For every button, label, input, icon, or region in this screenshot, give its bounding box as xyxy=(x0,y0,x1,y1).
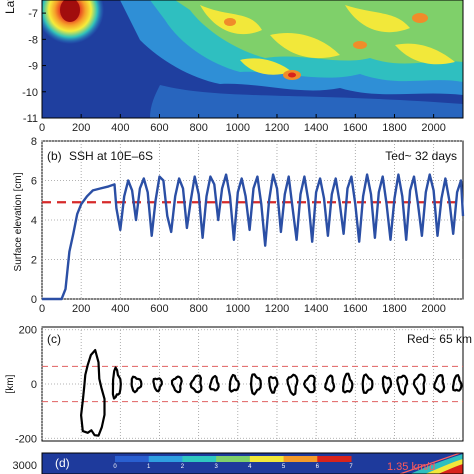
panel-c-ytick-label: 0 xyxy=(31,379,37,391)
panel-c-contour xyxy=(208,374,220,392)
panel-c-contour xyxy=(152,377,163,393)
panel-c-contour xyxy=(170,375,183,394)
panel-a-xtick-label: 1600 xyxy=(343,122,367,134)
panel-a-xtick-label: 200 xyxy=(72,122,90,134)
panel-a-xtick-label: 1800 xyxy=(382,122,406,134)
panel-a-ytick-label: -10 xyxy=(22,87,38,99)
panel-d-colorbar-tick-label: 3 xyxy=(214,464,218,470)
panel-c-contour xyxy=(361,373,374,394)
panel-b-ytick-label: 4 xyxy=(31,215,37,227)
panel-d-colorbar-segment xyxy=(148,456,183,462)
panel-c-contour xyxy=(111,366,122,400)
panel-b-xtick-label: 200 xyxy=(72,303,90,315)
panel-d-colorbar-tick-label: 0 xyxy=(113,464,117,470)
panel-b-x-ticks: 0 200 400 600 800 1000 1200 1400 1600 1800 2000 xyxy=(39,303,446,315)
panel-d: 0 1 2 3 4 5 6 7 (d) 1.35 km/d 3000 xyxy=(13,452,464,474)
panel-b-ytick-label: 2 xyxy=(31,255,37,267)
panel-c-contour xyxy=(303,374,316,394)
panel-c: 200 0 -200 (c) Red~ 65 km [km] xyxy=(5,325,472,446)
panel-b-xtick-label: 800 xyxy=(189,303,207,315)
panel-d-colorbar-tick-label: 4 xyxy=(248,464,252,470)
panel-d-colorbar-segment xyxy=(182,456,217,462)
panel-d-y-ticks: 3000 xyxy=(13,460,37,472)
panel-b-ytick-label: 6 xyxy=(31,176,37,188)
panel-c-annotation: Red~ 65 km xyxy=(407,332,472,346)
panel-c-reference-lines xyxy=(42,365,463,403)
panel-c-contour xyxy=(324,374,336,393)
panel-c-ytick-label: 200 xyxy=(19,325,37,337)
panel-b-xtick-label: 1000 xyxy=(226,303,250,315)
panel-b-title: SSH at 10E–6S xyxy=(69,149,153,163)
panel-c-contour xyxy=(286,373,299,396)
panel-a: -7 -8 -9 -10 -11 0 200 400 600 800 1000 1200 1400 16… xyxy=(3,0,464,134)
panel-a-xtick-label: 800 xyxy=(189,122,207,134)
panel-c-contour xyxy=(249,373,262,396)
panel-b-xtick-label: 1800 xyxy=(382,303,406,315)
panel-a-ytick-label: -7 xyxy=(28,8,38,20)
panel-b-ytick-label: 8 xyxy=(31,136,37,148)
panel-d-colorbar-segment xyxy=(317,456,352,462)
panel-c-contour xyxy=(189,374,203,394)
panel-a-ylabel: Lat xyxy=(3,0,17,14)
panel-b-xtick-label: 600 xyxy=(150,303,168,315)
panel-d-colorbar-tick-label: 6 xyxy=(316,464,320,470)
panel-d-colorbar-fill xyxy=(115,456,352,462)
panel-a-xtick-label: 600 xyxy=(150,122,168,134)
panel-a-ytick-label: -8 xyxy=(28,34,38,46)
panel-a-xtick-label: 2000 xyxy=(421,122,445,134)
panel-b-xtick-label: 2000 xyxy=(421,303,445,315)
panel-d-colorbar-segment xyxy=(216,456,251,462)
panel-a-hotspot xyxy=(42,0,104,44)
panel-b-tag: (b) xyxy=(47,149,62,163)
panel-d-colorbar-tick-label: 5 xyxy=(282,464,286,470)
panel-a-xtick-label: 400 xyxy=(111,122,129,134)
panel-c-contour xyxy=(268,375,279,394)
panel-d-colorbar-segment xyxy=(115,456,150,462)
panel-d-colorbar-segment xyxy=(283,456,318,462)
panel-a-x-ticks: 0 200 400 600 800 1000 1200 1400 1600 1800 2000 xyxy=(39,114,446,134)
panel-b-ssh-line xyxy=(42,173,465,301)
panel-b-xtick-label: 0 xyxy=(39,303,45,315)
panel-b-xtick-label: 1400 xyxy=(304,303,328,315)
panel-c-y-ticks: 200 0 -200 xyxy=(15,325,37,446)
panel-c-contour xyxy=(451,374,463,392)
panel-a-y-ticks: -7 -8 -9 -10 -11 xyxy=(22,8,46,125)
panel-d-colorbar-tick-label: 1 xyxy=(147,464,151,470)
panel-d-annotation: 1.35 km/d xyxy=(387,461,435,473)
panel-d-colorbar-tick-label: 7 xyxy=(349,464,353,470)
panel-a-xtick-label: 1000 xyxy=(226,122,250,134)
panel-b-ytick-label: 0 xyxy=(31,294,37,306)
panel-c-contour xyxy=(381,375,393,395)
panel-c-contour xyxy=(130,375,143,394)
panel-a-xtick-label: 1200 xyxy=(265,122,289,134)
panel-d-tag: (d) xyxy=(55,456,70,470)
panel-b: 0 2 4 6 8 0 200 400 600 800 1000 1200 1400 1600 1800 2… xyxy=(13,136,465,315)
panel-c-contour xyxy=(412,373,426,395)
panel-c-tag: (c) xyxy=(47,332,61,346)
panel-a-ytick-label: -11 xyxy=(23,113,38,125)
panel-b-xtick-label: 1600 xyxy=(343,303,367,315)
panel-a-xtick-label: 0 xyxy=(39,122,45,134)
panel-b-annotation: Ted~ 32 days xyxy=(385,149,457,163)
panel-c-contour xyxy=(80,349,106,437)
panel-d-colorbar-ticks: 0 1 2 3 4 5 6 7 xyxy=(113,464,353,470)
panel-c-ylabel: [km] xyxy=(5,374,16,393)
panel-b-xtick-label: 400 xyxy=(111,303,129,315)
panel-d-ytick-label: 3000 xyxy=(13,460,37,472)
panel-d-colorbar-tick-label: 2 xyxy=(181,464,185,470)
panel-b-y-ticks: 0 2 4 6 8 xyxy=(31,136,37,306)
panel-b-ylabel: Surface elevation [cm] xyxy=(13,172,24,271)
panel-a-field xyxy=(42,0,463,118)
panel-c-contour xyxy=(433,374,446,394)
panel-a-ytick-label: -9 xyxy=(28,61,38,73)
panel-c-contour xyxy=(396,374,409,396)
panel-c-eddy-contours xyxy=(80,349,463,437)
panel-b-xtick-label: 1200 xyxy=(265,303,289,315)
panel-d-colorbar-segment xyxy=(249,456,285,462)
panel-a-xtick-label: 1400 xyxy=(304,122,328,134)
panel-c-contour xyxy=(342,372,354,394)
panel-c-ytick-label: -200 xyxy=(15,433,37,445)
panel-c-contour xyxy=(228,373,240,393)
